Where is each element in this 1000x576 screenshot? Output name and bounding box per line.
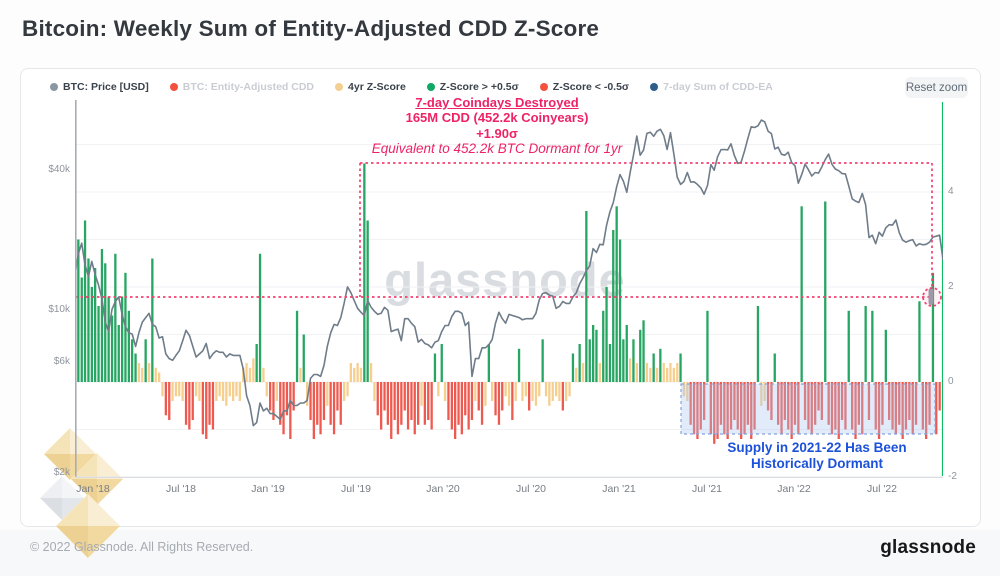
x-axis-tick: Jul '18 [165, 483, 197, 495]
legend-item-1[interactable]: BTC: Entity-Adjusted CDD [169, 81, 315, 93]
x-axis-tick: Jul '21 [691, 483, 723, 495]
legend-item-label: BTC: Price [USD] [63, 81, 149, 93]
legend-item-label: 7-day Sum of CDD-EA [663, 81, 773, 93]
legend-dot-icon [50, 83, 58, 91]
legend-item-3[interactable]: Z-Score > +0.5σ [426, 81, 519, 93]
glassnode-logo-wordmark: glassnode [880, 537, 976, 558]
y-axis-zscore-tick: -2 [948, 471, 957, 482]
glassnode-diamond-logo [40, 428, 123, 558]
y-axis-price-tick: $10k [48, 304, 70, 316]
y-axis-price-tick: $2k [53, 467, 70, 479]
cdd-annotation-line2: 165M CDD (452.2k Coinyears) [405, 110, 589, 126]
footer-bar [0, 530, 1000, 576]
x-axis-tick: Jan '18 [76, 483, 110, 495]
legend-item-label: 4yr Z-Score [348, 81, 406, 93]
x-axis-tick: Jul '22 [866, 483, 898, 495]
legend-item-label: Z-Score > +0.5σ [439, 81, 519, 93]
cdd-annotation: 7-day Coindays Destroyed 165M CDD (452.2… [297, 95, 697, 157]
plot-area[interactable] [75, 100, 943, 478]
dormancy-annotation-line2: Historically Dormant [750, 456, 884, 471]
legend-item-label: Z-Score < -0.5σ [552, 81, 630, 93]
legend-item-2[interactable]: 4yr Z-Score [335, 81, 406, 93]
x-axis-tick: Jul '20 [515, 483, 547, 495]
legend-dot-icon [650, 83, 659, 91]
dormancy-annotation-line1: Supply in 2021-22 Has Been [727, 440, 907, 455]
legend-item-5[interactable]: 7-day Sum of CDD-EA [650, 81, 773, 93]
legend-dot-icon [335, 83, 344, 91]
legend-dot-icon [169, 83, 178, 91]
chart-legend: BTC: Price [USD] BTC: Entity-Adjusted CDD… [50, 81, 773, 93]
y-axis-price-tick: $40k [48, 163, 70, 175]
legend-item-label: BTC: Entity-Adjusted CDD [182, 81, 315, 93]
legend-dot-icon [426, 83, 435, 91]
copyright-text: © 2022 Glassnode. All Rights Reserved. [30, 540, 254, 554]
page-title: Bitcoin: Weekly Sum of Entity-Adjusted C… [22, 16, 600, 41]
x-axis-tick: Jan '20 [426, 483, 460, 495]
cdd-annotation-line3: +1.90σ [476, 125, 518, 141]
y-axis-zscore-tick: 4 [948, 186, 954, 197]
y-axis-zscore-tick: 2 [948, 281, 954, 292]
legend-item-4[interactable]: Z-Score < -0.5σ [539, 81, 630, 93]
x-axis-tick: Jul '19 [340, 483, 372, 495]
x-axis-tick: Jan '22 [777, 483, 811, 495]
y-axis-price-tick: $6k [53, 355, 70, 367]
y-axis-zscore-tick: 0 [948, 376, 954, 387]
dormancy-annotation: Supply in 2021-22 Has Been Historically … [688, 440, 946, 472]
reset-zoom-button[interactable]: Reset zoom [905, 77, 968, 98]
cdd-annotation-line1: 7-day Coindays Destroyed [415, 95, 579, 110]
legend-item-0[interactable]: BTC: Price [USD] [50, 81, 149, 93]
cdd-annotation-line4: Equivalent to 452.2k BTC Dormant for 1yr [371, 141, 623, 157]
x-axis-tick: Jan '19 [251, 483, 285, 495]
x-axis-tick: Jan '21 [602, 483, 636, 495]
legend-dot-icon [539, 83, 548, 91]
